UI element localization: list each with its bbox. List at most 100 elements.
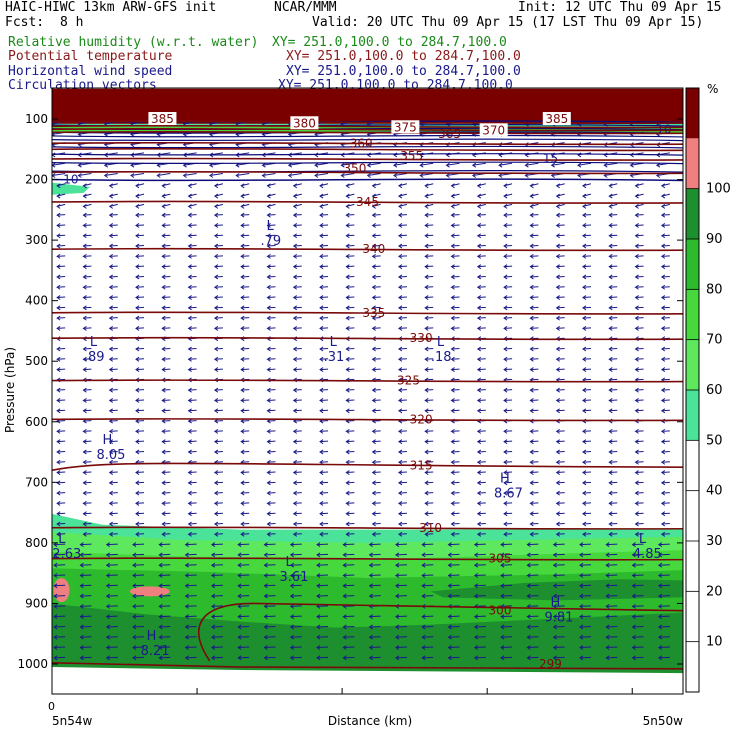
vector-head [210,655,216,661]
vector-head [371,295,376,300]
circulation-vector [372,481,381,484]
vector-head [161,326,166,331]
vector-head [529,223,534,228]
circulation-vector [530,430,539,432]
circulation-vector [425,512,434,515]
circulation-vector [477,409,486,412]
vector-head [476,459,482,465]
vector-head [266,449,271,455]
circulation-vector [632,615,644,618]
vector-head [529,193,534,199]
circulation-vector [658,553,670,556]
circulation-vector [372,358,381,360]
vector-head [529,480,534,486]
vector-head [237,614,242,620]
vector-head [608,531,613,537]
circulation-vector [530,275,539,278]
vector-head [82,243,87,249]
circulation-vector [214,255,223,257]
vector-head [266,501,271,506]
vector-head [316,552,321,558]
vector-head [608,356,613,362]
circulation-vector [372,533,381,535]
circulation-vector [477,378,486,381]
circulation-vector [320,296,329,299]
vector-head [555,305,560,311]
theta-contour [52,462,683,472]
circulation-vector [477,368,486,371]
theta-label: 335 [362,306,385,320]
vector-head [393,162,398,168]
circulation-vector [606,574,618,576]
circulation-vector [425,286,434,288]
vector-head [398,511,403,517]
vector-head [132,542,137,548]
circulation-vector [346,481,355,484]
vector-head [108,428,114,434]
vector-head [371,284,376,290]
circulation-vector [293,358,302,360]
circulation-vector [661,306,670,309]
vector-head [657,562,663,568]
circulation-vector [343,605,355,607]
circulation-vector [504,368,513,371]
vector-head [135,501,140,506]
circulation-vector [135,275,145,278]
vector-head [608,387,613,393]
vector-head [82,193,87,199]
circulation-vector [582,348,592,350]
vector-head [289,542,295,548]
circulation-vector [451,234,460,237]
circulation-vector [238,543,250,546]
vector-head [237,634,242,640]
circulation-vector [162,481,171,484]
vector-head [582,346,587,352]
vector-head [498,173,503,178]
circulation-vector [661,502,670,504]
vector-head [187,274,192,280]
vector-head [108,253,114,259]
circulation-vector [527,574,539,576]
vector-head [56,203,61,209]
vector-head [135,274,140,280]
vector-head [240,398,245,403]
circulation-vector [530,327,539,329]
vector-head [529,274,534,280]
circulation-vector [609,317,618,319]
fcst-label: Fcst: [5,15,45,30]
circulation-vector [185,584,197,587]
vector-head [292,305,298,311]
vector-head [319,439,324,445]
circulation-vector [635,358,644,360]
vector-head [82,264,87,270]
vector-head [634,387,639,393]
vector-head [345,305,350,311]
extremum-value: 8.21 [141,644,170,659]
circulation-vector [398,533,407,535]
vector-head [552,542,557,548]
circulation-vector [635,317,644,319]
vector-head [345,315,350,321]
circulation-vector [320,275,329,278]
vector-head [368,614,373,620]
circulation-vector [525,162,539,166]
vector-head [266,398,271,403]
vector-head [161,305,166,311]
circulation-vector [398,224,407,226]
vector-head [421,624,426,630]
vector-head [424,511,429,517]
vector-head [503,243,508,249]
vector-head [555,233,560,239]
vector-head [631,573,636,578]
vector-head [132,634,137,640]
circulation-vector [632,584,644,587]
circulation-vector [293,440,302,443]
vector-head [314,162,319,168]
vector-head [132,593,137,599]
circulation-vector [241,224,250,226]
circulation-vector [83,234,92,237]
circulation-vector [188,409,197,412]
circulation-vector [472,162,486,166]
circulation-vector [609,234,618,237]
circulation-vector [451,471,460,474]
